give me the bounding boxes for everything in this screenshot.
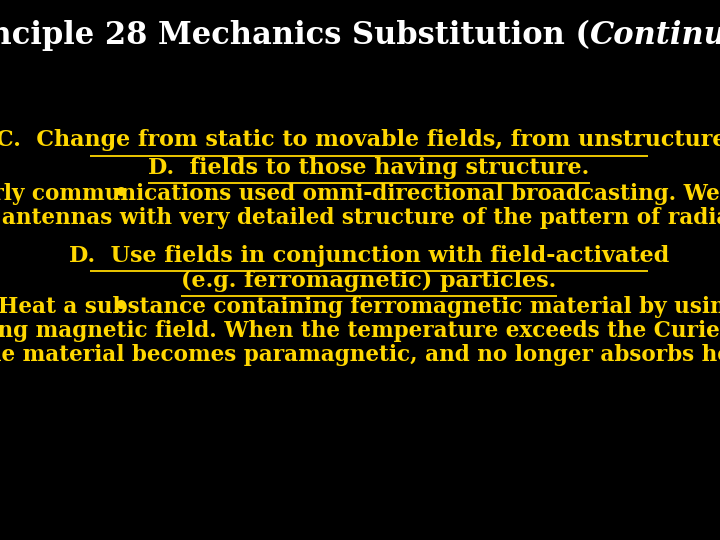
Text: use antennas with very detailed structure of the pattern of radiation.: use antennas with very detailed structur…: [0, 207, 720, 229]
Text: D.  Use fields in conjunction with field-activated: D. Use fields in conjunction with field-…: [69, 245, 669, 267]
Text: Principle 28 Mechanics Substitution (: Principle 28 Mechanics Substitution (: [0, 19, 590, 51]
Text: varying magnetic field. When the temperature exceeds the Curie point,: varying magnetic field. When the tempera…: [0, 320, 720, 342]
Text: •: •: [112, 294, 129, 319]
Text: •: •: [112, 181, 129, 206]
Text: C.  Change from static to movable fields, from unstructured: C. Change from static to movable fields,…: [0, 130, 720, 152]
Text: (e.g. ferromagnetic) particles.: (e.g. ferromagnetic) particles.: [181, 270, 557, 292]
Text: D.  fields to those having structure.: D. fields to those having structure.: [148, 157, 590, 179]
Text: Early communications used omni-directional broadcasting. We now: Early communications used omni-direction…: [0, 183, 720, 205]
Text: Heat a substance containing ferromagnetic material by using: Heat a substance containing ferromagneti…: [0, 296, 720, 318]
Text: the material becomes paramagnetic, and no longer absorbs heat.: the material becomes paramagnetic, and n…: [0, 344, 720, 366]
Text: Continued: Continued: [590, 19, 720, 51]
